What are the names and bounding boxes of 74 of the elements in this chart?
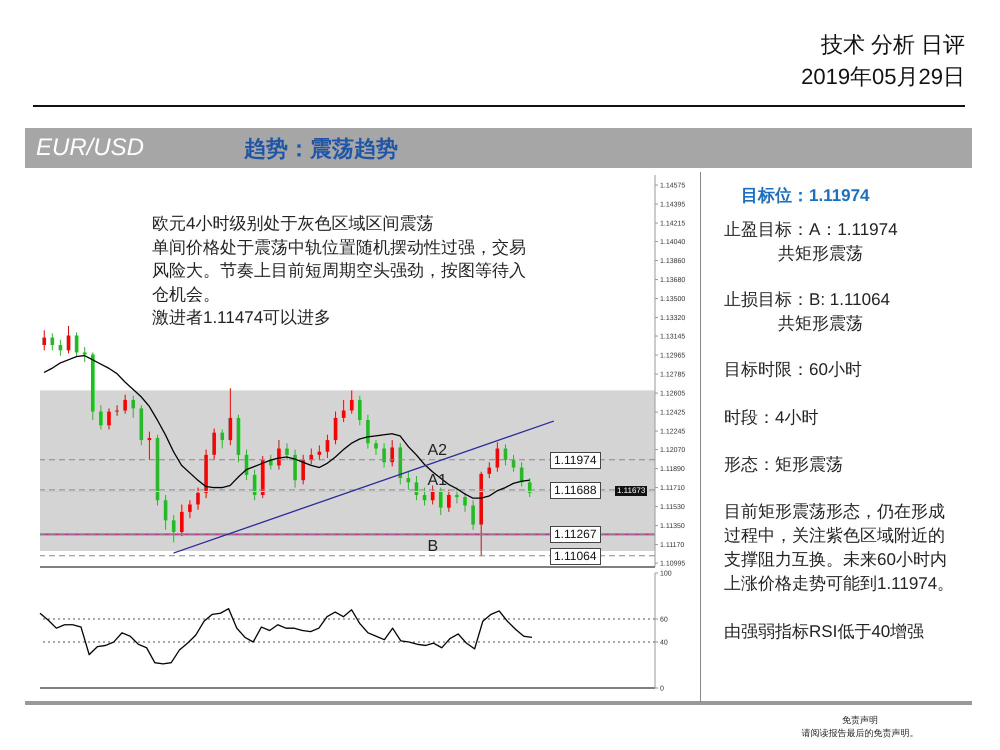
- candlestick: [447, 489, 451, 512]
- candlestick: [406, 471, 410, 490]
- text: 止盈目标：A：1.11974: [724, 219, 899, 241]
- text: 时段：4小时: [724, 407, 820, 429]
- candlestick: [463, 492, 467, 512]
- candlestick: [285, 442, 289, 461]
- candlestick: [471, 500, 475, 530]
- candlestick: [188, 500, 192, 519]
- ref-line-label: 1.11974: [550, 452, 600, 469]
- chart-title: EUR/USD: [36, 134, 144, 162]
- text: 免责声明: [841, 714, 879, 727]
- candlestick: [414, 475, 418, 501]
- candlestick: [58, 339, 62, 356]
- candlestick: [520, 462, 524, 488]
- candlestick: [196, 487, 200, 510]
- candlestick: [123, 394, 127, 414]
- candlestick: [301, 454, 305, 485]
- ref-line-label: 1.11064: [550, 548, 600, 565]
- text: 请阅读报告最后的免责声明。: [800, 727, 920, 740]
- candlestick: [148, 431, 152, 461]
- chart-subtitle: 趋势：震荡趋势: [244, 135, 398, 163]
- candlestick: [504, 444, 508, 466]
- text: 形态：矩形震荡: [724, 454, 844, 476]
- candlestick: [382, 442, 386, 468]
- candlestick: [131, 395, 136, 418]
- text: 目标时限：60小时: [724, 359, 863, 381]
- candlestick: [334, 411, 338, 445]
- text: 由强弱指标RSI低于40增强: [724, 621, 926, 643]
- candlestick: [438, 487, 443, 516]
- candlestick: [342, 399, 346, 423]
- text: 共矩形震荡: [778, 243, 864, 265]
- line-series: [39, 608, 533, 664]
- candlestick: [496, 442, 500, 472]
- annotation: A1: [427, 472, 448, 489]
- candlestick: [366, 414, 370, 450]
- candlestick: [164, 494, 168, 530]
- ref-line-label: 1.11267: [550, 526, 600, 544]
- candlestick: [430, 484, 434, 505]
- candlestick: [172, 514, 176, 543]
- candlestick: [326, 434, 330, 459]
- candlestick: [115, 404, 119, 416]
- candlestick: [318, 444, 322, 461]
- annotation: 欧元4小时级别处于灰色区域区间震荡: [152, 213, 434, 235]
- candlestick: [42, 330, 46, 351]
- candlestick: [74, 332, 78, 358]
- candlestick: [50, 332, 54, 351]
- candlestick: [107, 408, 111, 430]
- candlestick: [422, 487, 426, 506]
- annotation: 激进者1.11474可以进多: [152, 307, 332, 329]
- candlestick: [455, 487, 459, 504]
- text: 2019年05月29日: [801, 63, 965, 91]
- candlestick: [66, 326, 70, 354]
- text: 止损目标：B: 1.11064: [724, 289, 891, 311]
- candlestick: [244, 449, 248, 481]
- candlestick: [82, 346, 86, 362]
- candlestick: [512, 454, 516, 472]
- annotation: A2: [427, 442, 448, 459]
- candlestick: [358, 395, 362, 426]
- ref-line-label: 1.11688: [550, 482, 600, 499]
- candlestick: [350, 390, 354, 414]
- annotation: B: [427, 538, 438, 555]
- ref-line-label: 1.11673: [615, 486, 648, 496]
- candlestick: [487, 462, 492, 479]
- text: 共矩形震荡: [778, 313, 864, 335]
- candlestick: [374, 440, 378, 456]
- text: 技术 分析 日评: [820, 31, 965, 59]
- candlestick: [99, 404, 103, 430]
- annotation: 单间价格处于震荡中轨位置随机摆动性过强，交易风险大。节奏上目前短周期空头强劲，按图等待入仓机会。: [152, 236, 527, 306]
- candlestick: [212, 428, 216, 461]
- candlestick: [228, 388, 232, 446]
- candlestick: [180, 504, 184, 537]
- text: 目前矩形震荡形态，仍在形成过程中，关注紫色区域附近的支撑阻力互换。未来60小时内上涨价格走势可能到1.11974。: [724, 501, 956, 595]
- candlestick: [220, 429, 224, 450]
- text: 目标位：1.11974: [741, 185, 870, 207]
